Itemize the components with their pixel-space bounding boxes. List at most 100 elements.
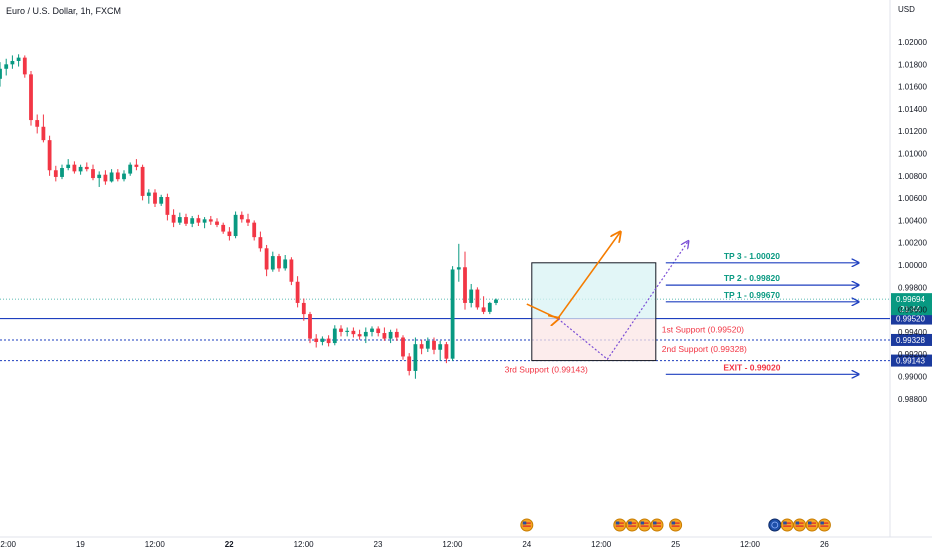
y-tick-label: 1.01200 <box>898 127 927 136</box>
flag-canton <box>795 521 800 525</box>
time-axis[interactable]: 12:00 19 12:00 22 12:00 23 12:00 24 12:00 25 12:00… <box>0 540 829 549</box>
us-flag-event-icon <box>638 518 652 532</box>
candle-body <box>128 164 133 174</box>
candle-body <box>258 237 263 249</box>
candle-body <box>134 164 139 167</box>
candle-body <box>494 299 498 303</box>
candle-body <box>66 164 71 169</box>
flag-canton <box>628 521 632 525</box>
flag-stripe <box>820 522 829 524</box>
candle-body <box>103 174 108 182</box>
support-level-label: 3rd Support (0.99143) <box>505 365 588 375</box>
y-tick-label: 1.01800 <box>898 60 927 69</box>
candle-body <box>252 222 257 238</box>
target-arrows: TP 3 - 1.00020 TP 2 - 0.99820 TP 1 - 0.996… <box>665 251 858 375</box>
candle-body <box>401 337 405 357</box>
candle-body <box>84 166 89 170</box>
candle-body <box>351 330 356 335</box>
target-label: TP 2 - 0.99820 <box>724 273 780 283</box>
candle-body <box>283 259 288 269</box>
candle-body <box>215 221 219 225</box>
price-badge <box>891 354 932 367</box>
candle-body <box>320 338 325 342</box>
flag-stripe <box>795 525 804 527</box>
price-badge-label: 0.99328 <box>896 336 925 345</box>
candle-body <box>177 217 182 223</box>
y-tick-label: 1.02000 <box>898 38 927 47</box>
x-tick-label: 12:00 <box>442 540 463 549</box>
candle-body <box>115 172 120 180</box>
current-price-badge <box>891 293 932 316</box>
candle-body <box>264 248 269 270</box>
candle-body <box>190 218 195 224</box>
candle-body <box>4 64 9 69</box>
candle-body <box>475 289 480 308</box>
candle-body <box>208 219 213 222</box>
flag-stripe <box>615 525 624 527</box>
candle-body <box>239 214 244 220</box>
y-tick-label: 0.99000 <box>898 373 927 382</box>
candle-body <box>345 330 350 332</box>
candle-body <box>450 269 455 359</box>
globe-event-ring <box>771 521 779 529</box>
candle-body <box>432 340 436 350</box>
candle-body <box>22 57 27 75</box>
candle-body <box>184 217 188 224</box>
candle-body <box>388 331 393 339</box>
stop-zone <box>531 318 656 361</box>
candle-body <box>463 267 467 303</box>
price-badge <box>891 333 932 346</box>
price-axis[interactable]: 1.02000 1.01800 1.01600 1.01400 1.01200 1.010… <box>898 38 927 404</box>
projection-path <box>557 242 688 361</box>
candle-body <box>419 344 424 349</box>
candle-body <box>394 331 399 338</box>
us-flag-event-icon <box>613 518 627 532</box>
x-tick-label: 25 <box>671 540 680 549</box>
flag-canton <box>808 521 812 525</box>
x-tick-label: 19 <box>76 540 85 549</box>
us-flag-event-icon <box>793 518 807 532</box>
economic-events[interactable] <box>520 518 831 532</box>
candle-body <box>425 340 430 349</box>
x-tick-label: 12:00 <box>294 540 315 549</box>
candle-body <box>370 328 374 332</box>
x-tick-label: 24 <box>522 540 531 549</box>
candle-body <box>301 302 306 315</box>
candle-body <box>289 259 294 282</box>
candle-body <box>277 256 281 269</box>
us-flag-event-icon <box>625 518 639 532</box>
x-tick-label: 12:00 <box>740 540 761 549</box>
candle-body <box>159 197 164 204</box>
candle-body <box>35 120 40 127</box>
candle-body <box>326 338 331 344</box>
candle-body <box>481 307 486 312</box>
flag-stripe <box>640 525 649 527</box>
candle-body <box>376 328 381 334</box>
flag-stripe <box>671 525 680 527</box>
candle-body <box>91 169 95 179</box>
candle-body <box>246 219 250 223</box>
candle-body <box>10 60 15 65</box>
current-price-time: 21:44 <box>900 305 921 314</box>
flag-stripe <box>653 522 661 524</box>
flag-canton <box>671 521 676 525</box>
us-flag-event-icon <box>650 518 664 532</box>
candle-body <box>221 224 226 232</box>
us-flag-event-icon <box>780 518 794 532</box>
flag-stripe <box>628 522 637 524</box>
candle-body <box>41 126 46 141</box>
candle-body <box>308 314 312 339</box>
y-tick-label: 1.01000 <box>898 150 927 159</box>
flag-stripe <box>820 525 829 527</box>
y-tick-label: 0.99600 <box>898 306 927 315</box>
flag-canton <box>783 521 787 525</box>
x-tick-label: 12:00 <box>591 540 612 549</box>
flag-stripe <box>783 525 792 527</box>
candle-body <box>487 302 492 312</box>
candle-body <box>140 166 145 196</box>
flag-canton <box>653 521 657 525</box>
candle-body <box>363 331 368 337</box>
candle-body <box>382 333 387 339</box>
projection-paths <box>526 233 688 361</box>
